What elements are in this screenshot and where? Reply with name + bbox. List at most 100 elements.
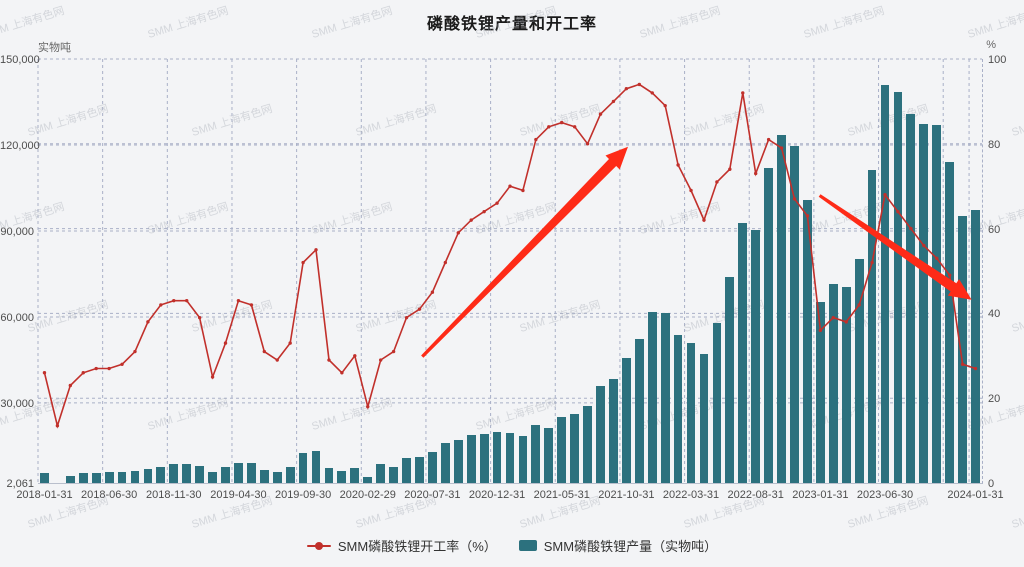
line-point[interactable]: [81, 371, 85, 375]
bar[interactable]: [40, 472, 49, 483]
line-point[interactable]: [960, 362, 965, 366]
bar[interactable]: [544, 428, 554, 483]
line-point[interactable]: [572, 125, 577, 129]
line-point[interactable]: [585, 142, 590, 146]
bar[interactable]: [182, 464, 192, 483]
line-point[interactable]: [676, 163, 680, 167]
bar[interactable]: [854, 259, 864, 483]
bar[interactable]: [143, 468, 153, 483]
bar[interactable]: [259, 470, 269, 483]
bar[interactable]: [221, 466, 230, 483]
bar[interactable]: [596, 386, 605, 483]
line-point[interactable]: [456, 231, 460, 235]
line-point[interactable]: [741, 91, 745, 95]
bar[interactable]: [841, 287, 851, 483]
line-point[interactable]: [275, 358, 279, 362]
line-point[interactable]: [288, 341, 292, 345]
line-point[interactable]: [922, 243, 926, 248]
bar[interactable]: [492, 432, 502, 483]
line-point[interactable]: [495, 201, 499, 205]
line-point[interactable]: [598, 112, 603, 116]
bar[interactable]: [634, 339, 644, 483]
bar[interactable]: [156, 466, 166, 483]
bar[interactable]: [402, 458, 411, 483]
line-point[interactable]: [172, 298, 176, 303]
bar[interactable]: [246, 463, 256, 483]
bar[interactable]: [324, 467, 334, 483]
line-point[interactable]: [935, 256, 939, 260]
bar[interactable]: [867, 170, 877, 483]
bar[interactable]: [311, 451, 321, 483]
plot-area[interactable]: [37, 58, 983, 484]
bar[interactable]: [428, 451, 437, 483]
bar[interactable]: [751, 229, 761, 483]
line-point[interactable]: [120, 362, 124, 366]
line-point[interactable]: [973, 366, 978, 371]
line-point[interactable]: [689, 188, 693, 193]
line-point[interactable]: [702, 218, 706, 222]
line-point[interactable]: [870, 260, 874, 265]
bar[interactable]: [660, 313, 670, 483]
bar[interactable]: [117, 472, 127, 483]
line-point[interactable]: [353, 354, 357, 358]
bar[interactable]: [971, 209, 980, 483]
line-point[interactable]: [715, 180, 719, 184]
legend-item-operating-rate[interactable]: SMM磷酸铁锂开工率（%）: [306, 536, 497, 555]
line-point[interactable]: [55, 424, 60, 428]
bar[interactable]: [932, 125, 942, 483]
bar[interactable]: [505, 433, 515, 483]
bar[interactable]: [104, 472, 114, 483]
line-point[interactable]: [637, 82, 642, 87]
bar[interactable]: [518, 435, 528, 483]
line-point[interactable]: [378, 358, 383, 362]
line-point[interactable]: [417, 307, 422, 311]
line-point[interactable]: [534, 137, 538, 142]
bar[interactable]: [453, 439, 463, 483]
bar[interactable]: [389, 466, 398, 483]
bar[interactable]: [790, 146, 799, 483]
line-point[interactable]: [159, 303, 163, 307]
bar[interactable]: [337, 470, 347, 483]
line-point[interactable]: [753, 171, 758, 176]
line-point[interactable]: [366, 404, 370, 409]
bar[interactable]: [531, 425, 541, 483]
line-point[interactable]: [42, 371, 47, 375]
bar[interactable]: [609, 379, 618, 483]
line-point[interactable]: [68, 383, 73, 388]
bar[interactable]: [958, 216, 967, 483]
bar[interactable]: [828, 284, 838, 483]
bar[interactable]: [686, 343, 696, 483]
line-point[interactable]: [792, 197, 797, 201]
bar[interactable]: [815, 302, 825, 483]
bar[interactable]: [906, 114, 916, 483]
bar[interactable]: [415, 456, 424, 483]
bar[interactable]: [130, 470, 140, 483]
bar[interactable]: [699, 354, 709, 483]
line-point[interactable]: [728, 167, 732, 171]
line-point[interactable]: [766, 137, 771, 142]
bar[interactable]: [285, 466, 295, 483]
line-point[interactable]: [185, 298, 189, 303]
line-point[interactable]: [314, 248, 318, 252]
line-point[interactable]: [94, 366, 98, 371]
line-point[interactable]: [857, 303, 861, 307]
bar[interactable]: [376, 464, 386, 483]
bar[interactable]: [777, 135, 786, 483]
line-point[interactable]: [805, 214, 810, 218]
line-point[interactable]: [547, 125, 551, 129]
line-point[interactable]: [521, 188, 525, 193]
line-point[interactable]: [301, 260, 305, 265]
bar[interactable]: [272, 471, 282, 483]
line-point[interactable]: [197, 315, 202, 320]
line-point[interactable]: [236, 298, 241, 303]
bar[interactable]: [583, 405, 592, 483]
line-point[interactable]: [896, 209, 900, 214]
line-point[interactable]: [249, 303, 254, 307]
line-point[interactable]: [469, 218, 473, 222]
bar[interactable]: [764, 167, 773, 483]
bar[interactable]: [712, 323, 722, 483]
line-point[interactable]: [611, 99, 616, 104]
line-point[interactable]: [327, 358, 331, 362]
bar[interactable]: [440, 443, 450, 483]
line-point[interactable]: [430, 290, 435, 294]
